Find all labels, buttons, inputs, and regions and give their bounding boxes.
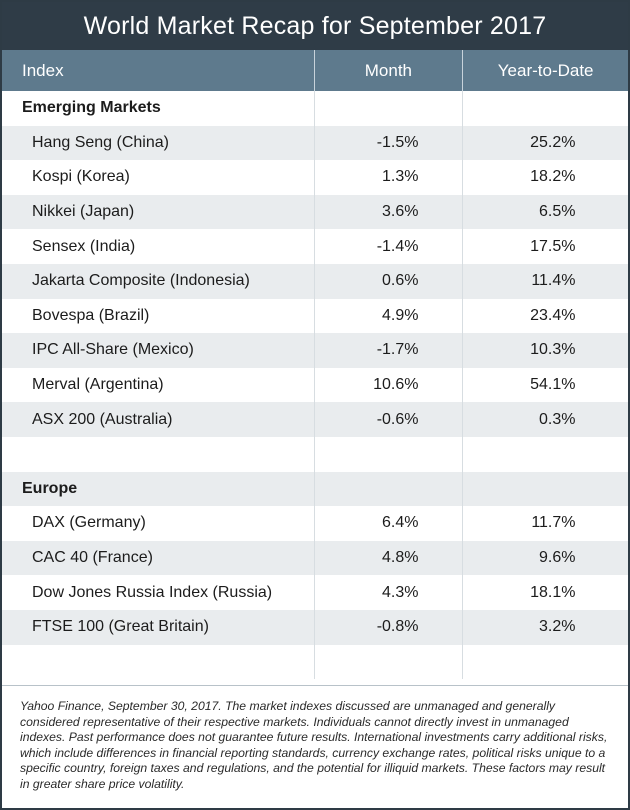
table-row: DAX (Germany) 6.4% 11.7% (2, 506, 628, 541)
spacer-row (2, 644, 628, 680)
index-name: IPC All-Share (Mexico) (2, 333, 315, 368)
column-header-month: Month (315, 50, 464, 91)
ytd-value: 10.3% (530, 341, 576, 359)
index-name: Kospi (Korea) (2, 160, 315, 195)
month-value: 6.4% (382, 514, 419, 532)
table-row: IPC All-Share (Mexico) -1.7% 10.3% (2, 333, 628, 368)
table-row: CAC 40 (France) 4.8% 9.6% (2, 540, 628, 576)
ytd-value: 25.2% (530, 133, 576, 151)
index-name: Sensex (India) (2, 229, 315, 264)
index-name: Merval (Argentina) (2, 367, 315, 403)
table-row: ASX 200 (Australia) -0.6% 0.3% (2, 402, 628, 437)
month-value: -1.5% (376, 133, 419, 151)
table-header: Index Month Year-to-Date (2, 50, 628, 91)
ytd-value: 11.7% (531, 514, 576, 532)
index-name: Hang Seng (China) (2, 125, 315, 161)
month-value: 1.3% (382, 168, 419, 186)
ytd-value: 0.3% (539, 410, 576, 428)
ytd-value: 11.4% (531, 272, 576, 290)
disclaimer-footnote: Yahoo Finance, September 30, 2017. The m… (2, 685, 628, 808)
section-label: Emerging Markets (2, 91, 315, 126)
spacer-row (2, 436, 628, 472)
column-header-ytd: Year-to-Date (497, 60, 594, 80)
month-value: 10.6% (373, 376, 419, 394)
month-value: 0.6% (382, 272, 419, 290)
section-header-europe: Europe (2, 471, 628, 507)
month-value: -0.6% (376, 410, 419, 428)
month-value: -1.4% (376, 237, 419, 255)
table-row: Dow Jones Russia Index (Russia) 4.3% 18.… (2, 575, 628, 610)
index-name: Dow Jones Russia Index (Russia) (2, 575, 315, 610)
table-row: Hang Seng (China) -1.5% 25.2% (2, 125, 628, 161)
table-body: Emerging Markets Hang Seng (China) -1.5%… (2, 91, 628, 680)
table-row: Merval (Argentina) 10.6% 54.1% (2, 367, 628, 403)
ytd-value: 6.5% (539, 203, 576, 221)
table-row: Kospi (Korea) 1.3% 18.2% (2, 160, 628, 195)
table-row: Nikkei (Japan) 3.6% 6.5% (2, 194, 628, 230)
index-name: FTSE 100 (Great Britain) (2, 609, 315, 645)
month-value: 4.9% (382, 306, 419, 324)
section-label: Europe (2, 471, 315, 507)
month-value: 4.8% (382, 549, 419, 567)
page-title: World Market Recap for September 2017 (2, 2, 628, 50)
index-name: CAC 40 (France) (2, 540, 315, 576)
section-header-emerging-markets: Emerging Markets (2, 91, 628, 126)
index-name: DAX (Germany) (2, 506, 315, 541)
table-row: Jakarta Composite (Indonesia) 0.6% 11.4% (2, 263, 628, 299)
table-row: Bovespa (Brazil) 4.9% 23.4% (2, 298, 628, 334)
index-name: Bovespa (Brazil) (2, 298, 315, 334)
month-value: 4.3% (382, 583, 419, 601)
column-header-index: Index (2, 50, 315, 91)
ytd-value: 3.2% (539, 618, 576, 636)
ytd-value: 23.4% (530, 306, 576, 324)
ytd-value: 18.2% (530, 168, 576, 186)
month-value: -0.8% (376, 618, 419, 636)
ytd-value: 18.1% (530, 583, 576, 601)
ytd-value: 17.5% (530, 237, 576, 255)
index-name: ASX 200 (Australia) (2, 402, 315, 437)
table-row: Sensex (India) -1.4% 17.5% (2, 229, 628, 264)
ytd-value: 9.6% (539, 549, 576, 567)
month-value: 3.6% (382, 203, 419, 221)
index-name: Nikkei (Japan) (2, 194, 315, 230)
table-row: FTSE 100 (Great Britain) -0.8% 3.2% (2, 609, 628, 645)
ytd-value: 54.1% (530, 376, 576, 394)
index-name: Jakarta Composite (Indonesia) (2, 263, 315, 299)
month-value: -1.7% (376, 341, 419, 359)
